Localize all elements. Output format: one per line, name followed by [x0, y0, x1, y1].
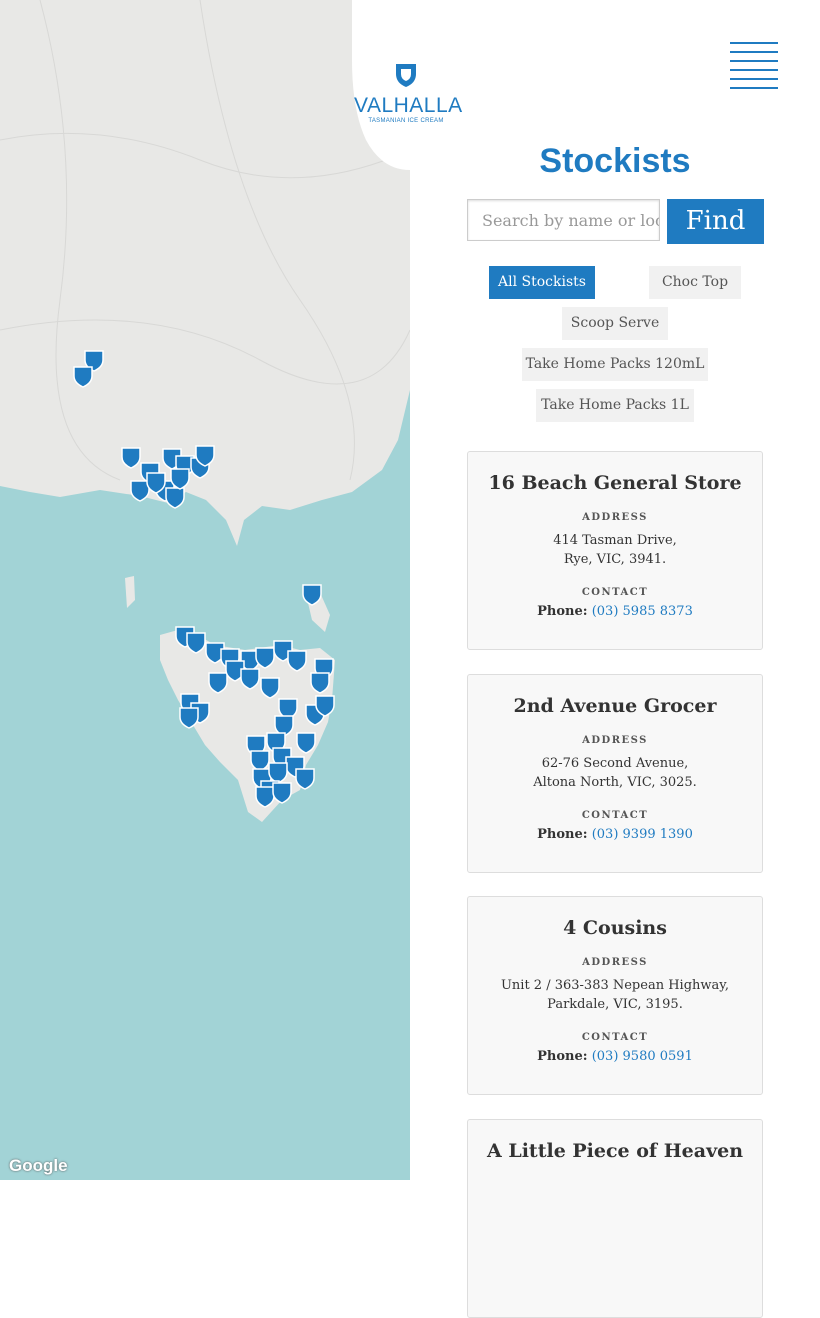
phone-row: Phone: (03) 5985 8373: [468, 604, 762, 619]
stockist-card[interactable]: 16 Beach General Store ADDRESS 414 Tasman …: [467, 451, 763, 650]
stockist-name: 2nd Avenue Grocer: [513, 694, 717, 717]
map-pin[interactable]: [121, 447, 141, 469]
filter-button[interactable]: Take Home Packs 120mL: [522, 348, 708, 381]
map-pin[interactable]: [302, 584, 322, 606]
address-line: Unit 2 / 363-383 Nepean Highway,: [500, 978, 730, 993]
contact-label: CONTACT: [581, 587, 649, 598]
map-pin[interactable]: [295, 768, 315, 790]
phone-row: Phone: (03) 9399 1390: [468, 827, 762, 842]
stockist-card[interactable]: A Little Piece of Heaven: [467, 1118, 763, 1318]
map-pin[interactable]: [260, 677, 280, 699]
map-pin[interactable]: [310, 672, 330, 694]
map-pin[interactable]: [195, 445, 215, 467]
phone-label: Phone:: [537, 604, 588, 619]
phone-link[interactable]: (03) 9580 0591: [591, 1049, 693, 1064]
address-label: ADDRESS: [582, 512, 648, 523]
address-line: Altona North, VIC, 3025.: [533, 774, 697, 790]
logo[interactable]: VALHALLA TASMANIAN ICE CREAM: [354, 62, 463, 124]
phone-label: Phone:: [537, 826, 588, 842]
map-pin[interactable]: [208, 672, 228, 694]
menu-button[interactable]: [730, 42, 778, 96]
map-pin[interactable]: [146, 472, 166, 494]
map-pin[interactable]: [315, 695, 335, 717]
phone-link[interactable]: (03) 9399 1390: [591, 826, 693, 842]
logo-tagline: TASMANIAN ICE CREAM: [368, 118, 444, 124]
address-line: Parkdale, VIC, 3195.: [547, 997, 683, 1012]
page-title: Stockists: [539, 142, 691, 180]
map-pin[interactable]: [287, 650, 307, 672]
filter-button[interactable]: Scoop Serve: [562, 307, 668, 340]
stockist-name: A Little Piece of Heaven: [486, 1139, 744, 1162]
map-pin[interactable]: [170, 468, 190, 490]
contact-label: CONTACT: [581, 809, 649, 821]
address-line: 62-76 Second Avenue,: [541, 755, 689, 771]
filter-button[interactable]: Choc Top: [649, 266, 741, 299]
address-label: ADDRESS: [582, 734, 648, 746]
logo-name: VALHALLA: [354, 94, 463, 117]
address-line: 414 Tasman Drive,: [553, 533, 677, 548]
search-input[interactable]: Search by name or location: [467, 199, 660, 241]
find-button[interactable]: Find: [667, 199, 764, 244]
map-pin[interactable]: [255, 647, 275, 669]
contact-label: CONTACT: [581, 1032, 649, 1043]
stockist-name: 4 Cousins: [563, 917, 667, 939]
map-pin[interactable]: [186, 632, 206, 654]
phone-link[interactable]: (03) 5985 8373: [591, 604, 693, 619]
filter-button[interactable]: All Stockists: [489, 266, 595, 299]
address-line: Rye, VIC, 3941.: [563, 552, 667, 567]
map-pin[interactable]: [165, 487, 185, 509]
map-pin[interactable]: [179, 707, 199, 729]
stockist-card[interactable]: 4 Cousins ADDRESS Unit 2 / 363-383 Nepean …: [467, 896, 763, 1095]
logo-shield: [396, 64, 416, 87]
map-attribution: Google: [9, 1156, 68, 1175]
map-pin[interactable]: [130, 480, 150, 502]
filter-button[interactable]: Take Home Packs 1L: [536, 389, 694, 422]
map-pin[interactable]: [73, 366, 93, 388]
map-pin[interactable]: [296, 732, 316, 754]
phone-row: Phone: (03) 9580 0591: [468, 1049, 762, 1064]
map-pin[interactable]: [84, 350, 104, 372]
sidebar: Stockists Search by name or location Fin…: [410, 0, 820, 1318]
stockist-card[interactable]: 2nd Avenue Grocer ADDRESS 62-76 Second Ave…: [467, 673, 763, 873]
map[interactable]: [0, 0, 410, 1180]
stockist-name: 16 Beach General Store: [488, 472, 742, 494]
address-label: ADDRESS: [582, 957, 648, 968]
map-pin[interactable]: [272, 782, 292, 804]
map-pin[interactable]: [240, 668, 260, 690]
phone-label: Phone:: [537, 1049, 588, 1064]
